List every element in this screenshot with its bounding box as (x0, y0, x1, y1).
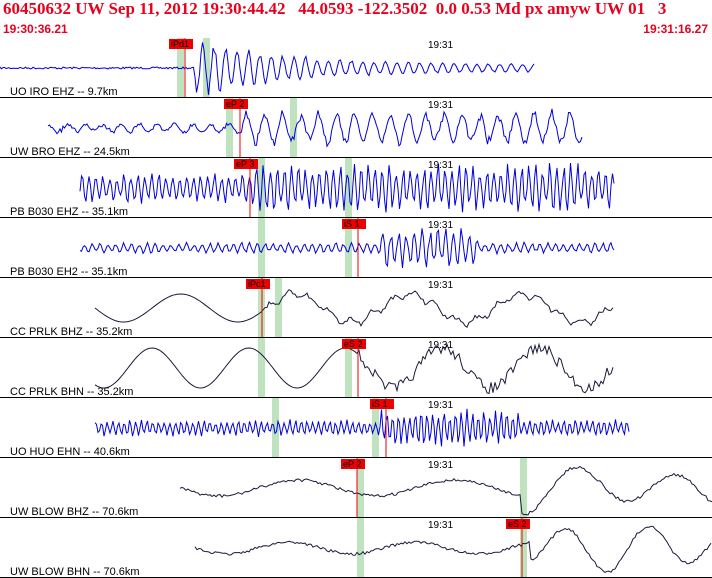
event-title: 60450632 UW Sep 11, 2012 19:30:44.42 44.… (3, 0, 667, 18)
time-tick-label: 19:31 (428, 340, 453, 351)
waveform (94, 289, 614, 328)
trace-row[interactable]: eP 3 19:31 PB B030 EHZ -- 35.1km (0, 158, 712, 218)
waveform (194, 525, 712, 574)
time-tick-label: 19:31 (428, 100, 453, 111)
pick-box (246, 279, 270, 289)
pick-marker-bar (226, 98, 233, 158)
phase-pick[interactable]: iPc1 (246, 279, 270, 289)
pick-marker-bar (345, 158, 352, 218)
pick-marker-bar (275, 278, 282, 338)
window-end-time: 19:31:16.27 (643, 22, 708, 36)
station-label: UO IRO EHZ -- 9.7km (10, 86, 118, 98)
station-label: PB B030 EH2 -- 35.1km (10, 266, 127, 278)
pick-label: iS 1 (372, 399, 388, 409)
pick-marker-bar (520, 458, 527, 518)
pick-label: eS 2 (508, 519, 527, 529)
station-label: PB B030 EHZ -- 35.1km (10, 206, 128, 218)
pick-label: iPd1 (171, 39, 189, 49)
station-label: UO HUO EHN -- 40.6km (10, 446, 130, 458)
pick-label: eS 2 (344, 339, 363, 349)
phase-pick[interactable]: iPd1 (169, 39, 193, 49)
pick-box (370, 399, 394, 409)
pick-box (341, 459, 365, 469)
time-tick-label: 19:31 (428, 280, 453, 291)
pick-box (169, 39, 193, 49)
waveform (0, 42, 535, 95)
time-tick-label: 19:31 (428, 520, 453, 531)
pick-label: eP 3 (236, 159, 254, 169)
phase-pick[interactable]: eS 2 (342, 339, 366, 349)
phase-pick[interactable]: iS 1 (370, 399, 394, 409)
phase-pick[interactable]: eP 2 (224, 99, 248, 109)
phase-pick[interactable]: eS 2 (506, 519, 530, 529)
waveform (79, 162, 615, 213)
pick-marker-bar (258, 218, 265, 278)
trace-row[interactable]: eS 2 19:31 CC PRLK BHN -- 35.2km (0, 338, 712, 398)
trace-row[interactable]: iPd1 19:31 UO IRO EHZ -- 9.7km (0, 38, 712, 98)
pick-marker-bar (357, 518, 364, 578)
phase-pick[interactable]: eP 2 (341, 459, 365, 469)
trace-row[interactable]: eP 2 19:31 UW BLOW BHZ -- 70.6km (0, 458, 712, 518)
trace-row[interactable]: iS 1 19:31 UO HUO EHN -- 40.6km (0, 398, 712, 458)
station-label: CC PRLK BHZ -- 35.2km (10, 326, 132, 338)
pick-box (342, 339, 366, 349)
pick-box (224, 99, 248, 109)
phase-pick[interactable]: eP 3 (234, 159, 258, 169)
trace-row[interactable]: eP 2 19:31 UW BRO EHZ -- 24.5km (0, 98, 712, 158)
pick-marker-bar (357, 458, 364, 518)
pick-label: eP 2 (343, 459, 361, 469)
time-tick-label: 19:31 (428, 460, 453, 471)
pick-box (342, 219, 366, 229)
pick-marker-bar (290, 98, 297, 158)
station-label: CC PRLK BHN -- 35.2km (10, 386, 133, 398)
waveform (47, 108, 583, 148)
pick-label: iS 1 (344, 219, 360, 229)
pick-marker-bar (272, 398, 279, 458)
station-label: UW BLOW BHZ -- 70.6km (10, 506, 138, 518)
time-tick-label: 19:31 (428, 40, 453, 51)
event-header: 60450632 UW Sep 11, 2012 19:30:44.42 44.… (0, 0, 712, 38)
window-start-time: 19:30:36.21 (3, 22, 68, 36)
trace-row[interactable]: iS 1 19:31 PB B030 EH2 -- 35.1km (0, 218, 712, 278)
pick-marker-bar (520, 518, 527, 578)
pick-marker-bar (372, 398, 379, 458)
pick-marker-bar (258, 338, 265, 398)
pick-marker-bar (345, 218, 352, 278)
trace-row[interactable]: iPc1 19:31 CC PRLK BHZ -- 35.2km (0, 278, 712, 338)
time-tick-label: 19:31 (428, 220, 453, 231)
station-label: UW BLOW BHN -- 70.6km (10, 566, 140, 578)
waveform (94, 408, 630, 447)
waveform (79, 228, 615, 269)
station-label: UW BRO EHZ -- 24.5km (10, 146, 130, 158)
time-tick-label: 19:31 (428, 160, 453, 171)
pick-marker-bar (203, 38, 210, 98)
pick-box (234, 159, 258, 169)
waveform (94, 342, 614, 395)
trace-row[interactable]: eS 2 19:31 UW BLOW BHN -- 70.6km (0, 518, 712, 578)
pick-label: iPc1 (248, 279, 266, 289)
pick-marker-bar (345, 338, 352, 398)
time-tick-label: 19:31 (428, 400, 453, 411)
seismogram-panel[interactable]: iPd1 19:31 UO IRO EHZ -- 9.7km eP 2 19:31 UW … (0, 38, 712, 578)
pick-box (506, 519, 530, 529)
phase-pick[interactable]: iS 1 (342, 219, 366, 229)
pick-label: eP 2 (226, 99, 244, 109)
waveform (179, 465, 712, 516)
